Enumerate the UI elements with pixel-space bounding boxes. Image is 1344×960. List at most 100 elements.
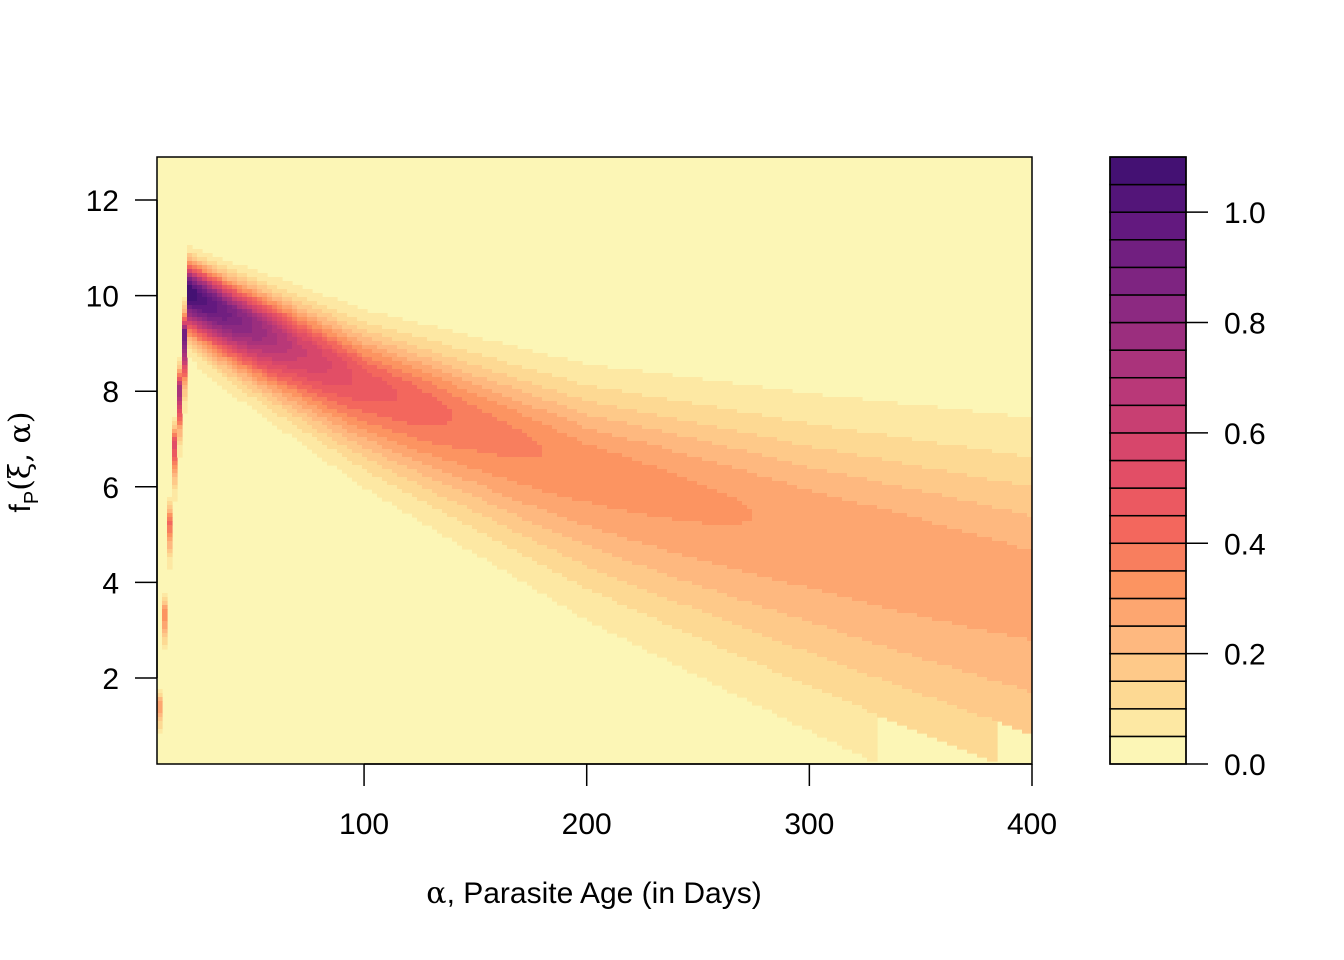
heatmap-cell bbox=[382, 369, 388, 382]
heatmap-cell bbox=[492, 381, 498, 394]
heatmap-cell bbox=[347, 345, 353, 354]
heatmap-cell bbox=[627, 409, 633, 426]
heatmap-cell bbox=[312, 309, 318, 314]
heatmap-cell bbox=[697, 637, 703, 678]
heatmap-cell bbox=[527, 349, 533, 370]
heatmap-cell bbox=[182, 365, 188, 370]
heatmap-cell bbox=[177, 381, 183, 386]
heatmap-cell bbox=[287, 341, 293, 350]
heatmap-cell bbox=[317, 373, 323, 382]
heatmap-cell bbox=[447, 409, 453, 422]
heatmap-cell bbox=[677, 437, 683, 454]
heatmap-cell bbox=[162, 593, 168, 598]
heatmap-cell bbox=[622, 369, 628, 394]
heatmap-cell bbox=[312, 405, 318, 414]
y-axis-title-args: (ξ, α) bbox=[3, 412, 38, 491]
heatmap-cell bbox=[967, 501, 973, 534]
heatmap-cell bbox=[382, 417, 388, 430]
heatmap-cell bbox=[282, 405, 288, 410]
heatmap-cell bbox=[472, 405, 478, 450]
heatmap-cell bbox=[172, 465, 178, 470]
heatmap-cell bbox=[202, 333, 208, 338]
heatmap-cell bbox=[417, 461, 423, 474]
heatmap-cell bbox=[682, 453, 688, 478]
heatmap-cell bbox=[882, 681, 888, 718]
heatmap-cell bbox=[197, 345, 203, 350]
heatmap-cell bbox=[172, 417, 178, 422]
heatmap-cell bbox=[457, 361, 463, 370]
heatmap-cell bbox=[157, 697, 163, 702]
heatmap-cell bbox=[537, 545, 543, 566]
heatmap-cell bbox=[942, 621, 948, 666]
heatmap-cell bbox=[627, 457, 633, 514]
heatmap-cell bbox=[542, 373, 548, 390]
heatmap-cell bbox=[272, 413, 278, 426]
heatmap-cell bbox=[202, 253, 208, 258]
heatmap-cell bbox=[617, 605, 623, 638]
heatmap-cell bbox=[382, 345, 388, 350]
heatmap-cell bbox=[952, 529, 958, 626]
heatmap-cell bbox=[322, 425, 328, 434]
heatmap-cell bbox=[442, 389, 448, 406]
heatmap-cell bbox=[462, 389, 468, 402]
heatmap-cell bbox=[392, 345, 398, 354]
heatmap-cell bbox=[192, 329, 198, 334]
heatmap-cell bbox=[742, 413, 748, 434]
heatmap-cell bbox=[587, 525, 593, 546]
heatmap-cell bbox=[672, 601, 678, 630]
heatmap-cell bbox=[387, 461, 393, 470]
heatmap-cell bbox=[467, 405, 473, 450]
heatmap-cell bbox=[782, 677, 788, 718]
heatmap-cell bbox=[757, 437, 763, 454]
heatmap-cell bbox=[827, 449, 833, 474]
colorbar-band bbox=[1109, 349, 1187, 379]
heatmap-cell bbox=[297, 325, 303, 330]
heatmap-cell bbox=[312, 293, 318, 302]
heatmap-cell bbox=[862, 433, 868, 458]
heatmap-cell bbox=[192, 273, 198, 278]
heatmap-cell bbox=[357, 321, 363, 330]
heatmap-cell bbox=[232, 281, 238, 286]
heatmap-cell bbox=[487, 505, 493, 518]
heatmap-cell bbox=[552, 429, 558, 494]
heatmap-cell bbox=[427, 505, 433, 526]
heatmap-cell bbox=[162, 605, 168, 610]
heatmap-cell bbox=[867, 677, 873, 714]
heatmap-cell bbox=[672, 577, 678, 602]
heatmap-cell bbox=[492, 373, 498, 382]
heatmap-cell bbox=[577, 425, 583, 442]
heatmap-cell bbox=[222, 365, 228, 374]
heatmap-cell bbox=[937, 409, 943, 446]
heatmap-cell bbox=[982, 505, 988, 538]
heatmap-cell bbox=[1022, 549, 1028, 638]
heatmap-cell bbox=[422, 425, 428, 442]
heatmap-cell bbox=[557, 533, 563, 554]
heatmap-cell bbox=[1027, 485, 1032, 518]
heatmap-cell bbox=[307, 305, 313, 314]
heatmap-cell bbox=[892, 513, 898, 610]
heatmap-cell bbox=[817, 589, 823, 626]
heatmap-cell bbox=[567, 397, 573, 410]
heatmap-cell bbox=[332, 417, 338, 426]
heatmap-cell bbox=[262, 321, 268, 330]
heatmap-cell bbox=[662, 549, 668, 574]
heatmap-cell bbox=[612, 369, 618, 390]
heatmap-cell bbox=[852, 705, 858, 754]
heatmap-cell bbox=[352, 465, 358, 482]
heatmap-cell bbox=[417, 369, 423, 378]
heatmap-cell bbox=[182, 301, 188, 306]
heatmap-cell bbox=[227, 317, 233, 326]
heatmap-cell bbox=[347, 341, 353, 346]
heatmap-cell bbox=[207, 357, 213, 362]
heatmap-cell bbox=[952, 705, 958, 746]
heatmap-cell bbox=[157, 717, 163, 722]
heatmap-cell bbox=[357, 357, 363, 366]
heatmap-cell bbox=[172, 485, 178, 490]
heatmap-cell bbox=[212, 297, 218, 302]
heatmap-cell bbox=[372, 325, 378, 334]
heatmap-cell bbox=[172, 421, 178, 426]
heatmap-cell bbox=[842, 633, 848, 666]
heatmap-cell bbox=[927, 493, 933, 522]
heatmap-cell bbox=[707, 461, 713, 490]
heatmap-cell bbox=[442, 461, 448, 474]
